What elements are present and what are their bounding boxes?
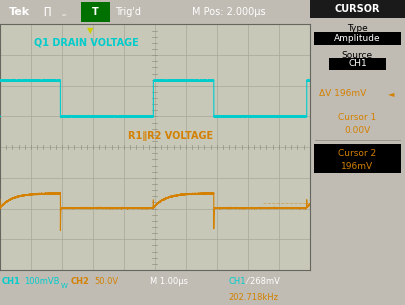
- Text: M Pos: 2.000μs: M Pos: 2.000μs: [192, 7, 266, 17]
- Text: Cursor 2: Cursor 2: [338, 149, 377, 158]
- Bar: [313, 32, 401, 45]
- Text: ᵥᵥ: ᵥᵥ: [62, 11, 68, 17]
- Text: M 1.00μs: M 1.00μs: [150, 277, 188, 286]
- Text: ∏: ∏: [43, 6, 51, 16]
- FancyBboxPatch shape: [81, 2, 110, 23]
- Text: Q1 DRAIN VOLTAGE: Q1 DRAIN VOLTAGE: [34, 38, 139, 48]
- Text: ▼: ▼: [87, 26, 93, 35]
- Text: Cursor 1: Cursor 1: [338, 113, 377, 122]
- Text: ΔV 196mV: ΔV 196mV: [319, 89, 367, 98]
- Text: CH2: CH2: [71, 277, 90, 286]
- Text: CH1: CH1: [2, 277, 21, 286]
- Text: CH1: CH1: [348, 59, 367, 68]
- Text: 196mV: 196mV: [341, 162, 373, 170]
- Bar: [313, 144, 401, 173]
- Text: 202.718kHz: 202.718kHz: [229, 293, 279, 302]
- Text: W: W: [61, 283, 68, 289]
- Text: Tek: Tek: [9, 7, 30, 17]
- Bar: [329, 58, 386, 70]
- Text: ◄: ◄: [388, 89, 394, 98]
- Text: CURSOR: CURSOR: [335, 4, 380, 14]
- Bar: [310, 0, 405, 18]
- Text: Trig'd: Trig'd: [115, 7, 141, 17]
- Text: 50.0V: 50.0V: [94, 277, 119, 286]
- Text: Type: Type: [347, 24, 368, 33]
- Text: R1∥R2 VOLTAGE: R1∥R2 VOLTAGE: [128, 131, 213, 142]
- Text: 100mVB: 100mVB: [24, 277, 60, 286]
- Text: Source: Source: [342, 51, 373, 60]
- Text: 0.00V: 0.00V: [344, 126, 371, 135]
- Text: ⁄ 268mV: ⁄ 268mV: [246, 277, 280, 286]
- Text: T: T: [92, 7, 99, 17]
- Text: Amplitude: Amplitude: [334, 34, 381, 43]
- Text: CH1: CH1: [229, 277, 246, 286]
